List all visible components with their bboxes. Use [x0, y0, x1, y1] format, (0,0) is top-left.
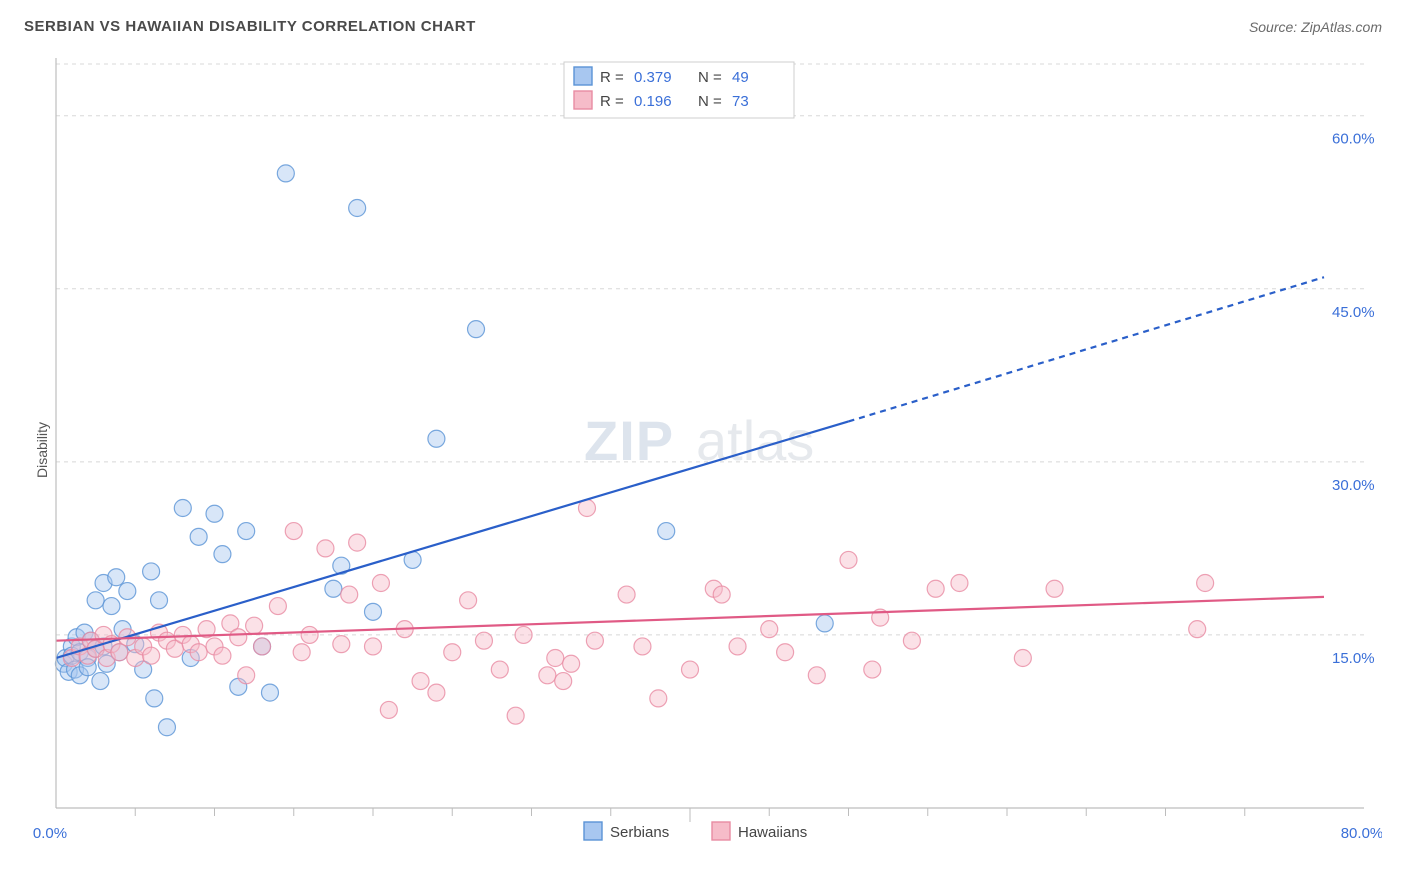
svg-text:R =: R =	[600, 93, 624, 110]
chart-title: SERBIAN VS HAWAIIAN DISABILITY CORRELATI…	[24, 18, 476, 35]
svg-text:R =: R =	[600, 69, 624, 86]
svg-text:0.379: 0.379	[634, 69, 672, 86]
svg-text:73: 73	[732, 93, 749, 110]
svg-text:Hawaiians: Hawaiians	[738, 824, 807, 841]
svg-text:0.0%: 0.0%	[33, 825, 67, 842]
svg-text:ZIP: ZIP	[584, 409, 674, 472]
svg-text:Serbians: Serbians	[610, 824, 669, 841]
svg-text:0.196: 0.196	[634, 93, 672, 110]
y-axis-label: Disability	[34, 422, 50, 478]
svg-text:30.0%: 30.0%	[1332, 477, 1375, 494]
svg-text:45.0%: 45.0%	[1332, 304, 1375, 321]
source-label: Source: ZipAtlas.com	[1249, 19, 1382, 35]
scatter-chart: 15.0%30.0%45.0%60.0%ZIPatlas0.0%80.0%R =…	[24, 50, 1382, 850]
svg-text:N =: N =	[698, 69, 722, 86]
chart-container: Disability 15.0%30.0%45.0%60.0%ZIPatlas0…	[24, 50, 1382, 850]
svg-text:15.0%: 15.0%	[1332, 650, 1375, 667]
svg-text:N =: N =	[698, 93, 722, 110]
svg-text:80.0%: 80.0%	[1341, 825, 1382, 842]
svg-text:60.0%: 60.0%	[1332, 131, 1375, 148]
svg-text:49: 49	[732, 69, 749, 86]
